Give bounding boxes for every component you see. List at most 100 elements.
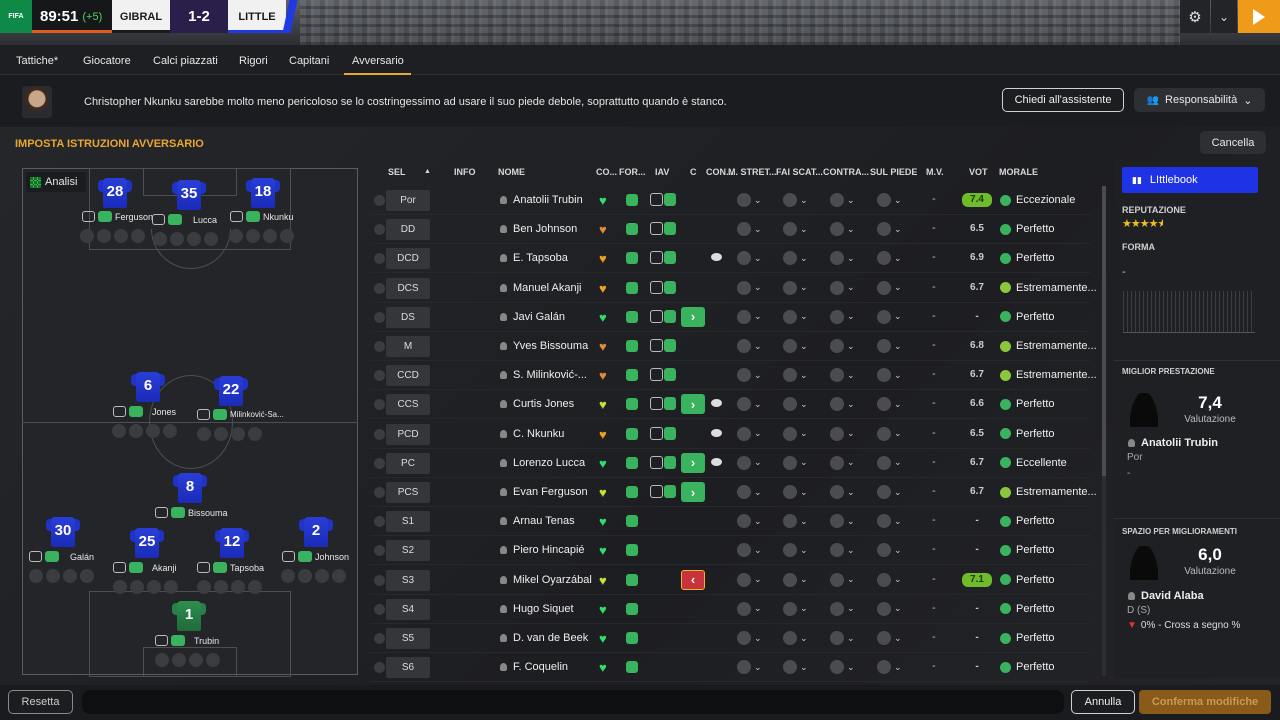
instruction-dropdown[interactable]: ⌄: [830, 455, 855, 470]
select-radio[interactable]: [374, 428, 385, 440]
tab-rigori[interactable]: Rigori: [239, 55, 268, 67]
table-row[interactable]: DS Javi Galán ♥ › ⌄ ⌄ ⌄ ⌄ - - Perfetto: [370, 303, 1090, 332]
instruction-dropdown[interactable]: ⌄: [877, 426, 902, 441]
instruction-dropdown[interactable]: ⌄: [877, 485, 902, 499]
instruction-dropdown[interactable]: ⌄: [783, 280, 808, 295]
instruction-dropdown[interactable]: ⌄: [737, 455, 762, 470]
instruction-dropdown[interactable]: ⌄: [877, 368, 902, 383]
instruction-dropdown[interactable]: ⌄: [830, 309, 855, 324]
player-shirt-lucca[interactable]: 35: [172, 180, 206, 210]
instruction-dropdown[interactable]: ⌄: [737, 601, 762, 616]
player-name[interactable]: S. Milinković-...: [500, 369, 587, 381]
instruction-dropdown[interactable]: ⌄: [877, 339, 902, 353]
col-info[interactable]: INFO: [454, 167, 476, 177]
select-radio[interactable]: [374, 603, 385, 615]
table-row[interactable]: CCS Curtis Jones ♥ › ⌄ ⌄ ⌄ ⌄ - 6.6 Perfetto: [370, 390, 1090, 420]
instruction-dropdown[interactable]: ⌄: [737, 572, 762, 587]
instruction-dropdown[interactable]: ⌄: [877, 193, 902, 207]
instruction-dropdown[interactable]: ⌄: [783, 572, 808, 587]
player-name[interactable]: Manuel Akanji: [500, 282, 582, 294]
select-radio[interactable]: [374, 457, 385, 469]
instruction-dropdown[interactable]: ⌄: [783, 426, 808, 441]
tab-avversario[interactable]: Avversario: [352, 55, 404, 67]
confirm-changes-button[interactable]: Conferma modifiche: [1139, 690, 1271, 714]
player-name[interactable]: Piero Hincapié: [500, 544, 585, 556]
gear-icon[interactable]: ⚙: [1180, 0, 1210, 33]
instruction-dropdown[interactable]: ⌄: [830, 514, 855, 529]
play-button[interactable]: [1238, 0, 1280, 33]
instruction-arrow-button[interactable]: ›: [681, 306, 705, 327]
instruction-dropdown[interactable]: ⌄: [783, 368, 808, 383]
instruction-dropdown[interactable]: ⌄: [830, 339, 855, 353]
instruction-dropdown[interactable]: ⌄: [783, 543, 808, 558]
instruction-dropdown[interactable]: ⌄: [737, 339, 762, 353]
analysis-button[interactable]: Analisi: [26, 172, 86, 192]
instruction-dropdown[interactable]: ⌄: [737, 426, 762, 441]
instruction-dropdown[interactable]: ⌄: [877, 543, 902, 558]
instruction-dropdown[interactable]: ⌄: [783, 660, 808, 675]
instruction-dropdown[interactable]: ⌄: [877, 514, 902, 529]
table-row[interactable]: S2 Piero Hincapié ♥ ⌄ ⌄ ⌄ ⌄ - - Perfetto: [370, 536, 1090, 566]
instruction-dropdown[interactable]: ⌄: [737, 193, 762, 207]
col-morale[interactable]: MORALE: [999, 167, 1038, 177]
best-player[interactable]: Anatolii Trubin: [1128, 437, 1218, 449]
select-radio[interactable]: [374, 633, 385, 644]
player-shirt-ferguson[interactable]: 28: [98, 178, 132, 208]
select-radio[interactable]: [374, 516, 385, 528]
table-row[interactable]: CCD S. Milinković-... ♥ ⌄ ⌄ ⌄ ⌄ - 6.7 Estremament…: [370, 361, 1097, 391]
instruction-dropdown[interactable]: ⌄: [783, 309, 808, 324]
player-shirt-johnson[interactable]: 2: [299, 517, 333, 547]
table-row[interactable]: DD Ben Johnson ♥ ⌄ ⌄ ⌄ ⌄ - 6.5 Perfetto: [370, 215, 1090, 245]
instruction-dropdown[interactable]: ⌄: [877, 280, 902, 295]
table-row[interactable]: Por Anatolii Trubin ♥ ⌄ ⌄ ⌄ ⌄ - 7.4 Eccezionale: [370, 186, 1090, 215]
instruction-dropdown[interactable]: ⌄: [783, 455, 808, 470]
select-radio[interactable]: [374, 399, 385, 411]
instruction-dropdown[interactable]: ⌄: [737, 660, 762, 675]
table-scrollbar[interactable]: [1102, 186, 1106, 676]
instruction-dropdown[interactable]: ⌄: [830, 485, 855, 499]
col-nome[interactable]: NOME: [498, 167, 525, 177]
player-name[interactable]: Ben Johnson: [500, 223, 577, 235]
instruction-arrow-button[interactable]: ›: [681, 394, 705, 415]
player-name[interactable]: Yves Bissouma: [500, 340, 588, 352]
player-name[interactable]: Mikel Oyarzábal: [500, 574, 592, 586]
col-for[interactable]: FOR...: [619, 167, 646, 177]
scrollbar-thumb[interactable]: [1102, 186, 1106, 476]
instruction-dropdown[interactable]: ⌄: [830, 631, 855, 645]
instruction-dropdown[interactable]: ⌄: [783, 485, 808, 499]
select-radio[interactable]: [374, 662, 385, 674]
table-row[interactable]: S4 Hugo Siquet ♥ ⌄ ⌄ ⌄ ⌄ - - Perfetto: [370, 595, 1090, 624]
cancel-button[interactable]: Cancella: [1200, 131, 1266, 154]
instruction-dropdown[interactable]: ⌄: [830, 660, 855, 675]
instruction-dropdown[interactable]: ⌄: [830, 368, 855, 383]
select-radio[interactable]: [374, 311, 385, 323]
tab-tattiche[interactable]: Tattiche*: [16, 55, 59, 67]
player-shirt-akanji[interactable]: 25: [130, 528, 164, 558]
instruction-dropdown[interactable]: ⌄: [877, 572, 902, 587]
player-shirt-milinkovic[interactable]: 22: [214, 376, 248, 406]
player-name[interactable]: E. Tapsoba: [500, 252, 568, 264]
col-m-stret[interactable]: M. STRET...: [728, 167, 777, 177]
player-shirt-jones[interactable]: 6: [131, 372, 165, 402]
player-name[interactable]: F. Coquelin: [500, 661, 568, 673]
table-row[interactable]: PC Lorenzo Lucca ♥ › ⌄ ⌄ ⌄ ⌄ - 6.7 Eccellente: [370, 449, 1090, 478]
table-row[interactable]: S1 Arnau Tenas ♥ ⌄ ⌄ ⌄ ⌄ - - Perfetto: [370, 507, 1090, 537]
instruction-dropdown[interactable]: ⌄: [830, 280, 855, 295]
col-iav[interactable]: IAV: [655, 167, 670, 177]
table-row[interactable]: M Yves Bissouma ♥ ⌄ ⌄ ⌄ ⌄ - 6.8 Estremamente...: [370, 332, 1097, 361]
player-name[interactable]: Arnau Tenas: [500, 515, 575, 527]
table-row[interactable]: DCD E. Tapsoba ♥ ⌄ ⌄ ⌄ ⌄ - 6.9 Perfetto: [370, 244, 1090, 274]
select-radio[interactable]: [374, 545, 385, 557]
select-radio[interactable]: [374, 195, 385, 206]
instruction-dropdown[interactable]: ⌄: [830, 543, 855, 558]
instruction-dropdown[interactable]: ⌄: [737, 514, 762, 529]
tab-capitani[interactable]: Capitani: [289, 55, 330, 67]
instruction-dropdown[interactable]: ⌄: [737, 251, 762, 266]
team-button[interactable]: ▮▮ LIttlebook: [1122, 167, 1258, 193]
instruction-dropdown[interactable]: ⌄: [783, 631, 808, 645]
table-row[interactable]: PCD C. Nkunku ♥ ⌄ ⌄ ⌄ ⌄ - 6.5 Perfetto: [370, 420, 1090, 449]
improvement-player[interactable]: David Alaba: [1128, 590, 1204, 602]
player-name[interactable]: Hugo Siquet: [500, 603, 574, 615]
instruction-dropdown[interactable]: ⌄: [737, 631, 762, 645]
select-radio[interactable]: [374, 224, 385, 236]
